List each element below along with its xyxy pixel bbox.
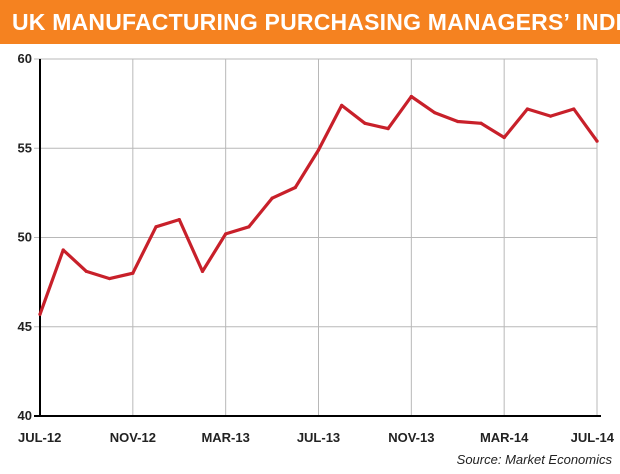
data-point	[200, 269, 205, 274]
x-axis-tick-labels: JUL-12 NOV-12 MAR-13 JUL-13 NOV-13 MAR-14 JUL-…	[18, 430, 615, 445]
axes	[34, 59, 601, 417]
x-tick-label: JUL-14	[571, 430, 615, 445]
data-point	[61, 248, 65, 252]
data-point	[409, 94, 413, 99]
data-point	[224, 232, 228, 236]
y-tick-label: 55	[18, 140, 32, 155]
data-point	[572, 107, 576, 111]
source-note: Source: Market Economics	[456, 452, 612, 467]
data-point	[316, 148, 321, 152]
data-point	[456, 119, 460, 124]
x-tick-label: MAR-13	[201, 430, 249, 445]
x-tick-label: JUL-12	[18, 430, 61, 445]
data-point	[270, 196, 274, 200]
data-point	[548, 114, 553, 118]
data-point	[363, 121, 367, 125]
data-point	[340, 103, 344, 108]
data-point	[432, 110, 437, 115]
y-tick-label: 50	[18, 230, 32, 245]
x-tick-label: MAR-14	[480, 430, 529, 445]
y-tick-label: 40	[18, 408, 32, 423]
chart-title: UK MANUFACTURING PURCHASING MANAGERS’ IN…	[0, 0, 620, 44]
data-point	[386, 127, 390, 131]
x-tick-label: JUL-13	[297, 430, 340, 445]
x-tick-label: NOV-13	[388, 430, 434, 445]
data-point	[595, 139, 599, 143]
data-point	[479, 121, 483, 125]
y-tick-label: 60	[18, 51, 32, 66]
data-point	[502, 135, 506, 140]
data-point	[38, 312, 42, 316]
x-tick-label: NOV-12	[110, 430, 156, 445]
data-point	[84, 269, 89, 274]
y-axis-tick-labels: 40 45 50 55 60	[18, 51, 32, 423]
y-tick-label: 45	[18, 319, 32, 334]
data-point	[154, 225, 158, 229]
horizontal-gridlines	[34, 58, 597, 328]
data-point	[247, 225, 251, 229]
data-point	[108, 276, 112, 281]
data-point	[525, 107, 529, 111]
data-point	[177, 218, 181, 222]
data-point	[293, 185, 297, 190]
series-group	[38, 94, 599, 316]
data-point	[131, 271, 135, 275]
